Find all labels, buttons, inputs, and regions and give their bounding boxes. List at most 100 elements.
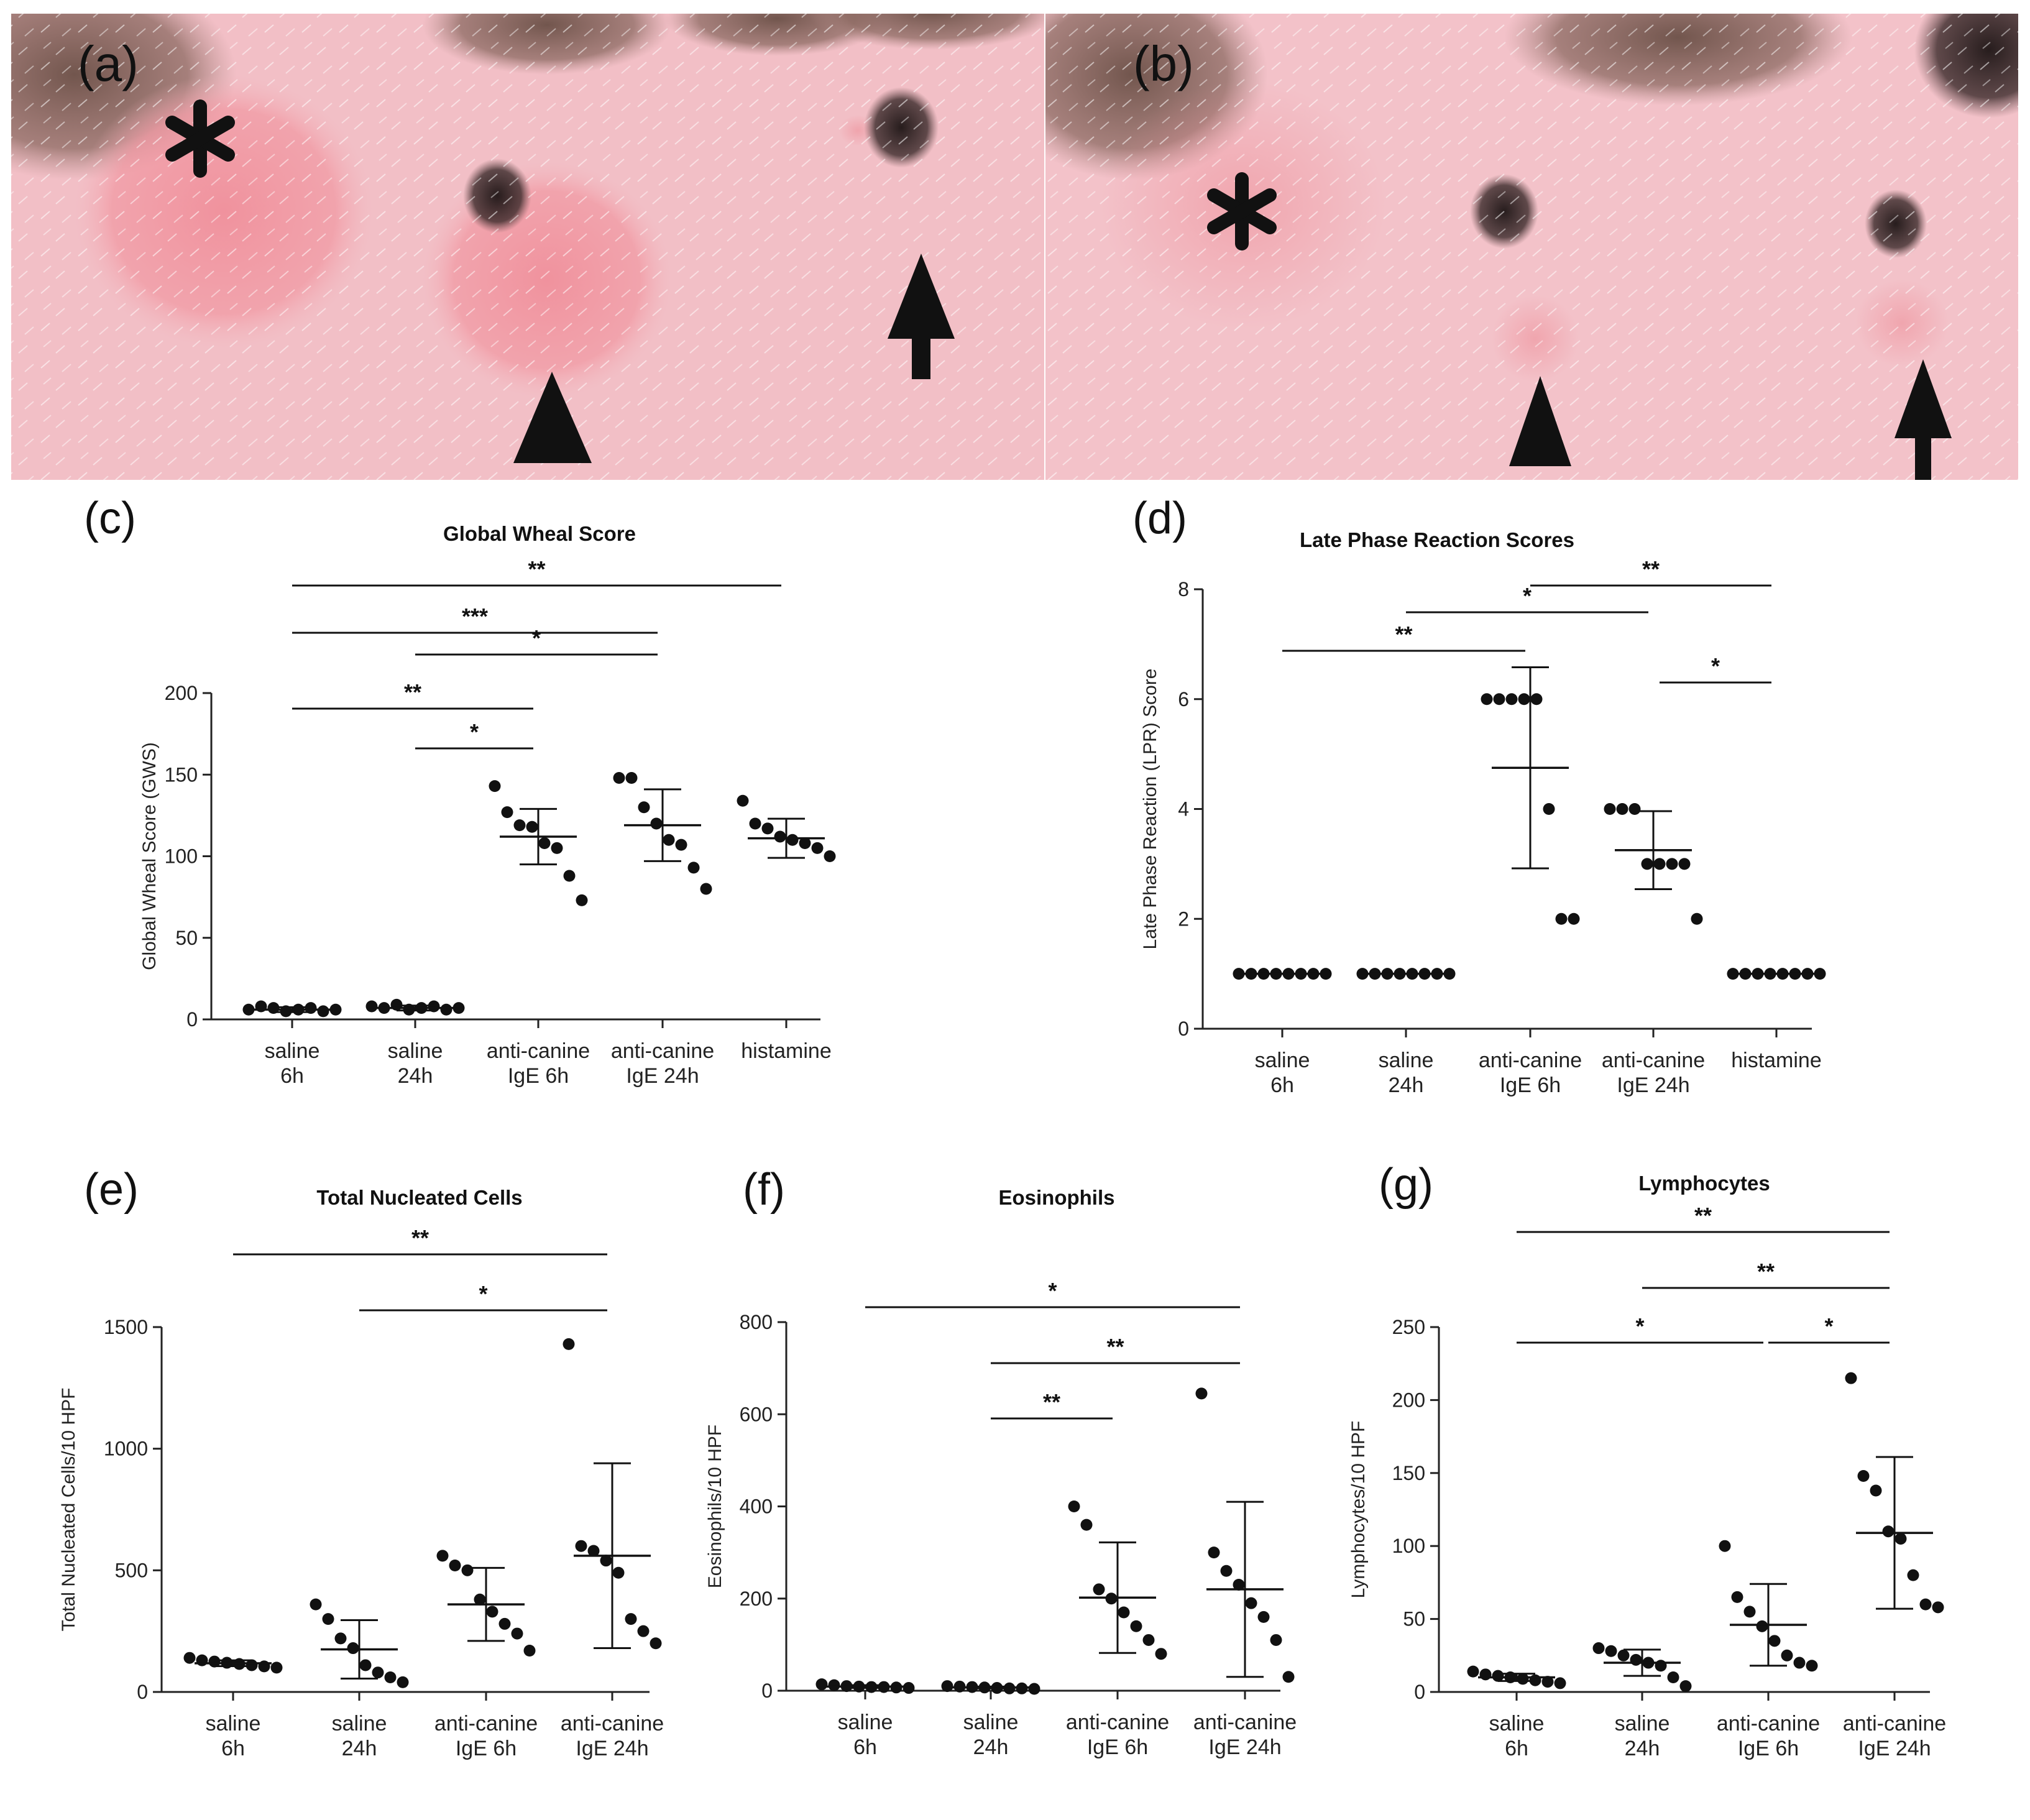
- data-point: [1781, 1649, 1793, 1661]
- data-point: [1518, 693, 1530, 705]
- photo-b: [1045, 14, 2018, 480]
- x-category-line: histamine: [741, 1039, 832, 1063]
- data-point: [1568, 912, 1580, 925]
- data-point: [1605, 1645, 1617, 1657]
- y-tick-label: 500: [115, 1559, 148, 1581]
- data-point: [1845, 1372, 1857, 1384]
- x-category-line: saline: [388, 1039, 443, 1063]
- data-point: [1653, 858, 1666, 870]
- significance-label: ***: [462, 604, 488, 629]
- data-point: [440, 1003, 452, 1016]
- data-point: [1080, 1519, 1093, 1531]
- x-category-label: histamine: [1731, 1049, 1822, 1072]
- data-point: [347, 1642, 359, 1655]
- x-category-label: saline 6h: [206, 1712, 261, 1760]
- x-category-label: anti-canine IgE 24h: [1602, 1049, 1705, 1097]
- data-point: [397, 1676, 409, 1688]
- data-point: [1155, 1648, 1167, 1660]
- x-category-line: 24h: [342, 1737, 377, 1760]
- chart-title: Eosinophils: [998, 1186, 1114, 1209]
- data-point: [436, 1550, 449, 1562]
- y-tick-label: 6: [1178, 688, 1189, 710]
- data-point: [700, 883, 712, 895]
- x-category-line: 24h: [398, 1064, 433, 1088]
- data-point: [1666, 858, 1678, 870]
- x-category-label: saline 6h: [265, 1039, 320, 1088]
- y-tick-label: 100: [1392, 1535, 1425, 1557]
- data-point: [1517, 1673, 1529, 1685]
- x-category-line: IgE 24h: [1208, 1735, 1281, 1759]
- data-point: [1907, 1569, 1919, 1581]
- x-category-line: anti-canine: [487, 1039, 590, 1063]
- data-point: [1270, 1634, 1282, 1646]
- significance-label: **: [1694, 1203, 1712, 1228]
- data-point: [498, 1617, 511, 1630]
- data-point: [372, 1666, 384, 1679]
- significance-label: *: [1824, 1313, 1833, 1339]
- data-point: [474, 1593, 486, 1606]
- significance-label: *: [532, 625, 541, 651]
- data-point: [1555, 912, 1568, 925]
- y-tick-label: 200: [740, 1588, 773, 1610]
- data-point: [576, 894, 588, 906]
- data-point: [1895, 1532, 1907, 1545]
- panel-label: (e): [84, 1165, 139, 1215]
- data-point: [1356, 968, 1369, 980]
- x-category-line: anti-canine: [1193, 1711, 1297, 1734]
- data-point: [1505, 693, 1518, 705]
- chart-late-phase-reaction: (d) Late Phase Reaction Scores 0 2 4 6 8 Late P…: [1132, 494, 1826, 1097]
- chart-lymphocytes: (g) Lymphocytes 0 50 100 150 200 250 Lymphocytes…: [1348, 1160, 1946, 1760]
- data-point: [384, 1671, 397, 1684]
- significance-label: **: [1043, 1389, 1060, 1415]
- data-point: [511, 1627, 523, 1640]
- data-point: [1617, 1649, 1630, 1661]
- data-point: [1857, 1469, 1870, 1482]
- arrow-up-icon: [1895, 359, 1952, 480]
- data-point: [1481, 693, 1493, 705]
- data-point: [941, 1680, 953, 1693]
- significance-label: *: [1523, 583, 1532, 609]
- significance-label: *: [1635, 1313, 1644, 1339]
- y-tick-label: 0: [1414, 1681, 1425, 1703]
- x-category-line: IgE 24h: [1858, 1737, 1931, 1760]
- data-point: [902, 1682, 915, 1694]
- data-point: [650, 817, 663, 830]
- data-point: [183, 1652, 196, 1664]
- significance-label: **: [411, 1225, 429, 1251]
- y-axis-title: Lymphocytes/10 HPF: [1348, 1421, 1369, 1599]
- data-point: [663, 834, 675, 846]
- data-point: [1541, 1676, 1554, 1688]
- data-point: [625, 1613, 637, 1625]
- x-category-line: IgE 24h: [626, 1064, 699, 1088]
- data-point: [513, 819, 526, 832]
- data-point: [1719, 1540, 1731, 1552]
- panel-label: (c): [84, 494, 136, 543]
- x-category-label: saline 24h: [963, 1711, 1019, 1759]
- significance-label: *: [1711, 653, 1720, 679]
- data-point: [1543, 803, 1555, 815]
- x-category-label: saline 24h: [1615, 1712, 1670, 1760]
- y-tick-label: 800: [740, 1311, 773, 1333]
- data-point: [1028, 1683, 1040, 1695]
- data-point: [638, 801, 650, 814]
- x-category-line: 6h: [280, 1064, 304, 1088]
- data-point: [449, 1560, 461, 1572]
- data-point: [1130, 1620, 1142, 1632]
- x-category-label: anti-canine IgE 24h: [1843, 1712, 1946, 1760]
- x-category-label: saline 6h: [838, 1711, 893, 1759]
- panel-label: (f): [743, 1165, 785, 1215]
- x-category-line: anti-canine: [561, 1712, 664, 1735]
- data-point: [650, 1637, 662, 1650]
- data-point: [1806, 1660, 1818, 1672]
- data-point: [1554, 1677, 1566, 1689]
- y-tick-label: 400: [740, 1496, 773, 1518]
- chart-total-nucleated-cells: (e) Total Nucleated Cells 0 500 1000 1500 Tota…: [58, 1165, 664, 1760]
- data-point: [1093, 1583, 1105, 1596]
- x-category-line: saline: [1489, 1712, 1545, 1735]
- photo-a: [11, 14, 1044, 480]
- arrowhead-icon: [1509, 376, 1571, 466]
- data-point: [523, 1644, 536, 1657]
- data-point: [1641, 858, 1653, 870]
- data-point: [1655, 1660, 1667, 1672]
